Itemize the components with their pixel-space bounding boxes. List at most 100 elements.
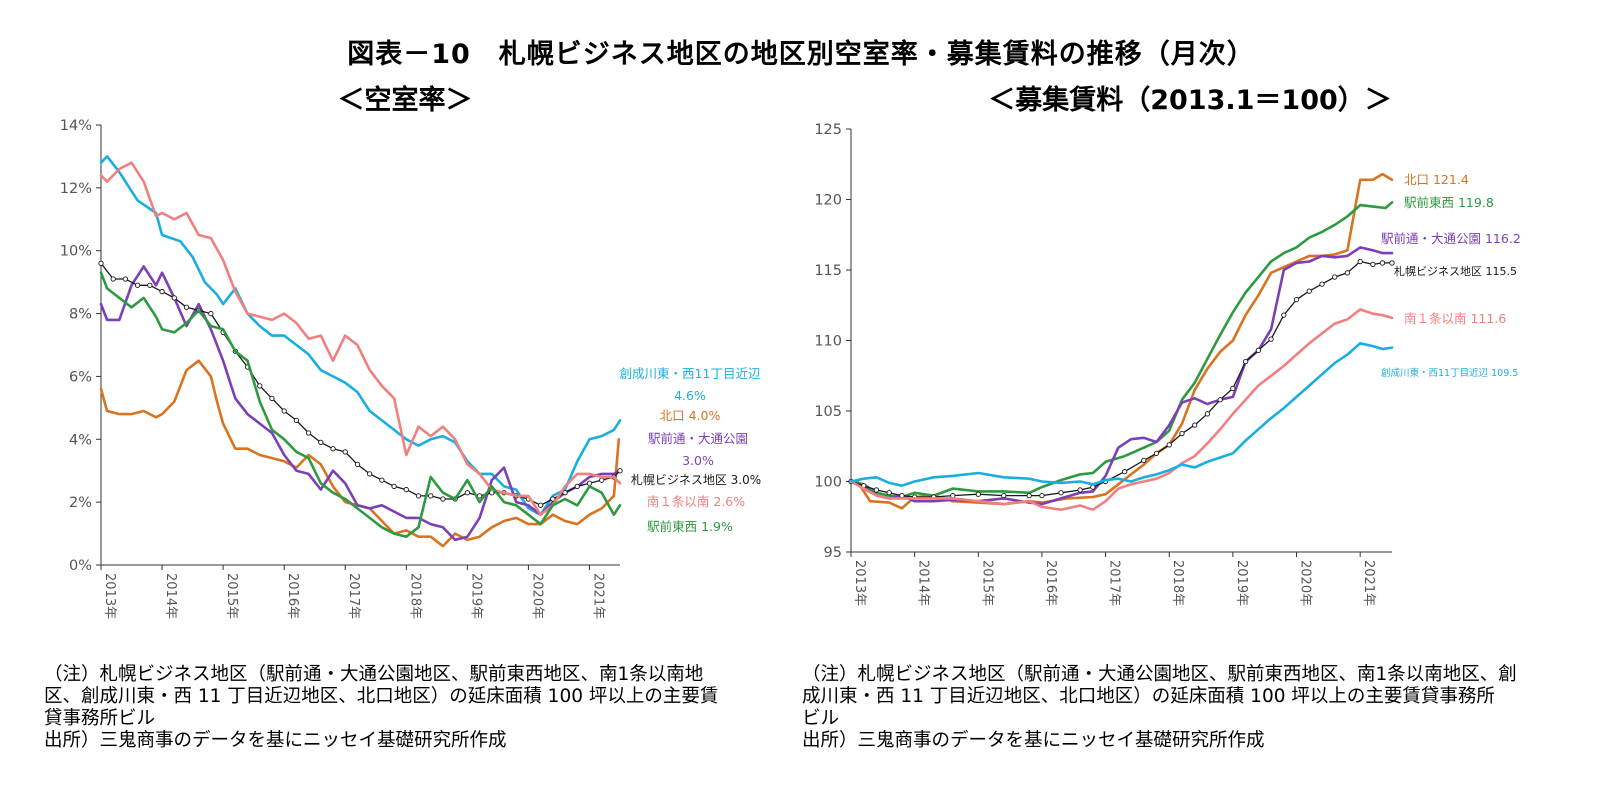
series-marker-sapporo xyxy=(183,304,190,310)
series-label-sapporo: 札幌ビジネス地区 3.0% xyxy=(631,472,761,487)
x-tick-label: 2014年 xyxy=(916,560,931,606)
x-tick-label: 2018年 xyxy=(1170,560,1185,606)
x-tick-label: 2016年 xyxy=(285,573,300,619)
series-value-label-sosei: 109.5 xyxy=(1491,368,1518,379)
series-marker-sapporo xyxy=(403,486,409,493)
series-marker-sapporo xyxy=(1389,260,1395,266)
series-marker-sapporo xyxy=(464,490,471,496)
series-line-ekimae_tozai xyxy=(99,271,622,539)
series-name-kitaguchi: 北口 xyxy=(1404,172,1433,187)
series-marker-sapporo xyxy=(975,491,981,497)
x-tick-label: 2013年 xyxy=(852,560,867,606)
series-label-ekimae_odori: 駅前通・大通公園 116.2 xyxy=(1381,231,1521,246)
x-tick-label: 2018年 xyxy=(407,573,422,619)
vacancy-chart-title: ＜空室率＞ xyxy=(337,85,473,116)
series-line-ekimae_tozai xyxy=(849,201,1394,499)
series-marker-sapporo xyxy=(873,487,880,493)
series-marker-sapporo xyxy=(330,446,336,452)
series-marker-sapporo xyxy=(342,449,348,455)
series-marker-sapporo xyxy=(98,260,104,266)
series-line-sosei xyxy=(849,341,1394,488)
x-tick-label: 2013年 xyxy=(102,573,117,619)
series-marker-sapporo xyxy=(1090,484,1096,490)
y-tick-label: 125 xyxy=(814,122,842,138)
series-marker-sapporo xyxy=(1141,457,1147,463)
series-marker-sapporo xyxy=(318,439,324,446)
series-marker-sapporo xyxy=(147,282,153,288)
series-marker-sapporo xyxy=(1319,281,1325,287)
series-marker-sapporo xyxy=(208,310,214,317)
note-line: 成川東・西 11 丁目近辺地区、北口地区）の延床面積 100 坪以上の主要賃貸事… xyxy=(802,686,1495,707)
y-tick-label: 95 xyxy=(824,545,842,561)
series-name-ekimae_odori: 駅前通・大通公園 xyxy=(1381,231,1485,246)
series-name-sapporo: 札幌ビジネス地区 xyxy=(631,472,731,487)
x-tick-label: 2019年 xyxy=(468,573,483,619)
series-marker-sapporo xyxy=(110,276,116,282)
series-label-ekimae_odori: 駅前通・大通公園 xyxy=(648,431,748,446)
note-line: （注）札幌ビジネス地区（駅前通・大通公園地区、駅前東西地区、南1条以南地区、創 xyxy=(802,664,1517,685)
note-source: 出所）三鬼商事のデータを基にニッセイ基礎研究所作成 xyxy=(802,730,1265,751)
series-marker-sapporo xyxy=(1255,347,1261,354)
series-label-ekimae_tozai: 駅前東西 119.8 xyxy=(1404,195,1494,210)
note-right: （注）札幌ビジネス地区（駅前通・大通公園地区、駅前東西地区、南1条以南地区、創 … xyxy=(802,664,1572,752)
y-tick-label: 110 xyxy=(814,334,842,350)
y-tick-label: 8% xyxy=(69,307,92,323)
note-left: （注）札幌ビジネス地区（駅前通・大通公園地区、駅前東西地区、南1条以南地 区、創… xyxy=(44,664,779,752)
series-marker-sapporo xyxy=(1039,492,1045,499)
series-marker-sapporo xyxy=(1166,442,1172,448)
series-marker-sapporo xyxy=(428,493,434,499)
series-label-sosei: 創成川東・西11丁目近辺 xyxy=(620,366,761,381)
series-marker-sapporo xyxy=(1344,270,1351,276)
series-marker-sapporo xyxy=(281,408,287,414)
series-label-kitaguchi: 北口 4.0% xyxy=(660,408,721,423)
series-marker-sapporo xyxy=(1001,492,1007,499)
main-title: 図表－10 札幌ビジネス地区の地区別空室率・募集賃料の推移（月次） xyxy=(347,39,1255,70)
series-marker-sapporo xyxy=(562,490,568,496)
note-line: （注）札幌ビジネス地区（駅前通・大通公園地区、駅前東西地区、南1条以南地 xyxy=(44,664,704,685)
series-marker-sapporo xyxy=(440,496,446,502)
series-marker-sapporo xyxy=(159,288,165,295)
y-tick-label: 4% xyxy=(69,432,92,448)
x-tick-label: 2017年 xyxy=(346,573,361,619)
y-tick-label: 120 xyxy=(814,193,842,209)
series-marker-sapporo xyxy=(1153,450,1160,456)
series-name-ekimae_tozai: 駅前東西 xyxy=(647,519,701,534)
series-label-sosei: 創成川東・西11丁目近辺 109.5 xyxy=(1381,367,1518,379)
series-marker-sapporo xyxy=(171,295,177,301)
series-marker-sapporo xyxy=(415,493,422,499)
series-name-sapporo: 札幌ビジネス地区 xyxy=(1394,264,1486,278)
rent-chart-title: ＜募集賃料（2013.1＝100）＞ xyxy=(988,85,1392,116)
note-line: 貸事務所ビル xyxy=(44,708,156,729)
series-marker-sapporo xyxy=(1058,490,1064,496)
series-line-ekimae_odori xyxy=(849,246,1394,506)
series-value-label-kitaguchi: 121.4 xyxy=(1433,172,1469,187)
series-marker-sapporo xyxy=(269,395,275,402)
y-tick-label: 2% xyxy=(69,495,92,511)
note-line: ビル xyxy=(802,708,840,729)
x-tick-label: 2017年 xyxy=(1107,560,1122,606)
series-line-ekimae_odori xyxy=(99,265,622,542)
series-marker-sapporo xyxy=(293,417,300,424)
x-tick-label: 2020年 xyxy=(1298,560,1313,606)
note-line: 区、創成川東・西 11 丁目近辺地区、北口地区）の延床面積 100 坪以上の主要… xyxy=(44,686,719,707)
series-marker-sapporo xyxy=(1379,260,1386,266)
y-tick-label: 12% xyxy=(60,181,92,197)
series-marker-sapporo xyxy=(1281,312,1287,318)
series-name-ekimae_tozai: 駅前東西 xyxy=(1404,195,1458,210)
y-tick-label: 0% xyxy=(69,558,92,574)
series-label-minami1: 南１条以南 111.6 xyxy=(1404,311,1506,326)
series-marker-sapporo xyxy=(354,461,361,468)
series-marker-sapporo xyxy=(1242,358,1249,365)
y-tick-label: 100 xyxy=(814,475,842,491)
series-value-label-kitaguchi: 4.0% xyxy=(689,408,721,423)
series-marker-sapporo xyxy=(1268,336,1274,342)
series-label-ekimae_tozai: 駅前東西 1.9% xyxy=(647,519,733,534)
series-label-minami1: 南１条以南 2.6% xyxy=(647,494,745,509)
series-value-label-sapporo: 3.0% xyxy=(731,473,762,487)
series-marker-sapporo xyxy=(1293,296,1300,303)
y-tick-label: 10% xyxy=(60,244,92,260)
series-value-label-minami1: 111.6 xyxy=(1470,311,1506,326)
series-marker-sapporo xyxy=(1122,468,1128,475)
series-marker-sapporo xyxy=(1370,261,1376,268)
